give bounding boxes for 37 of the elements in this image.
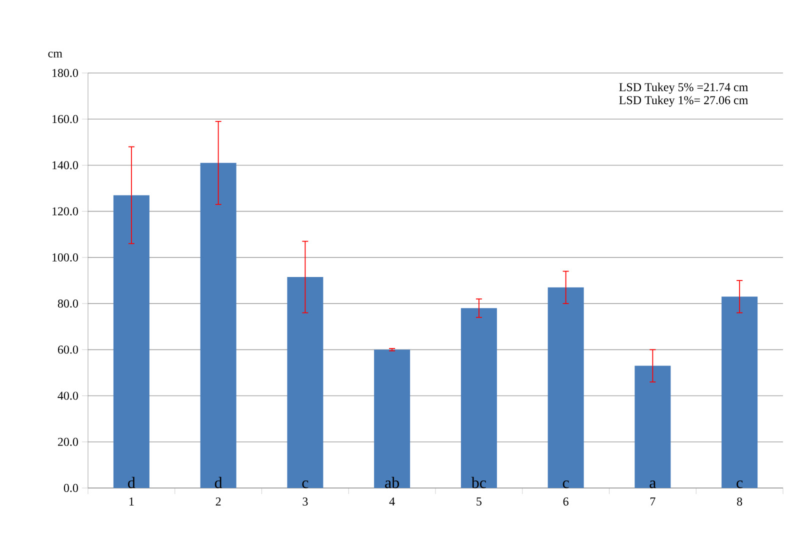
annotation: c (562, 480, 569, 488)
y-tick-label: 180.0 (52, 68, 78, 78)
x-tick-label: 5 (476, 498, 482, 506)
annotation: LSD Tukey 1%= 27.06 cm (619, 96, 748, 107)
x-tick-label: 1 (129, 498, 134, 506)
annotation: bc (471, 476, 486, 488)
x-tick-label: 2 (216, 498, 221, 506)
y-tick-label: 100.0 (52, 253, 78, 262)
bar (113, 195, 150, 488)
x-tick-label: 4 (389, 498, 395, 506)
annotation: a (650, 480, 656, 488)
bar (722, 296, 758, 488)
bar (374, 350, 410, 488)
bar (287, 277, 324, 488)
bar (548, 287, 584, 488)
annotation: ab (385, 476, 400, 488)
bar (634, 366, 671, 488)
x-tick-label: 8 (737, 498, 742, 506)
annotation: LSD Tukey 5% =21.74 cm (619, 82, 748, 94)
annotation: c (736, 480, 743, 488)
y-tick-label: 160.0 (52, 115, 78, 124)
y-tick-label: 40.0 (58, 392, 78, 400)
x-tick-label: 6 (563, 498, 568, 506)
annotation: c (302, 480, 308, 488)
x-tick-label: 3 (302, 498, 308, 506)
bar (460, 308, 497, 488)
y-tick-label: 60.0 (58, 346, 78, 354)
annotation: d (214, 476, 222, 488)
y-tick-label: 140.0 (52, 161, 78, 170)
y-tick-label: 80.0 (58, 299, 78, 308)
x-tick-label: 7 (650, 498, 656, 506)
y-tick-label: 0.0 (64, 484, 78, 492)
bar (200, 162, 236, 488)
y-tick-label: 20.0 (58, 438, 78, 446)
annotation: d (128, 476, 136, 488)
y-axis-title: cm (48, 52, 62, 58)
y-tick-label: 120.0 (52, 207, 78, 216)
